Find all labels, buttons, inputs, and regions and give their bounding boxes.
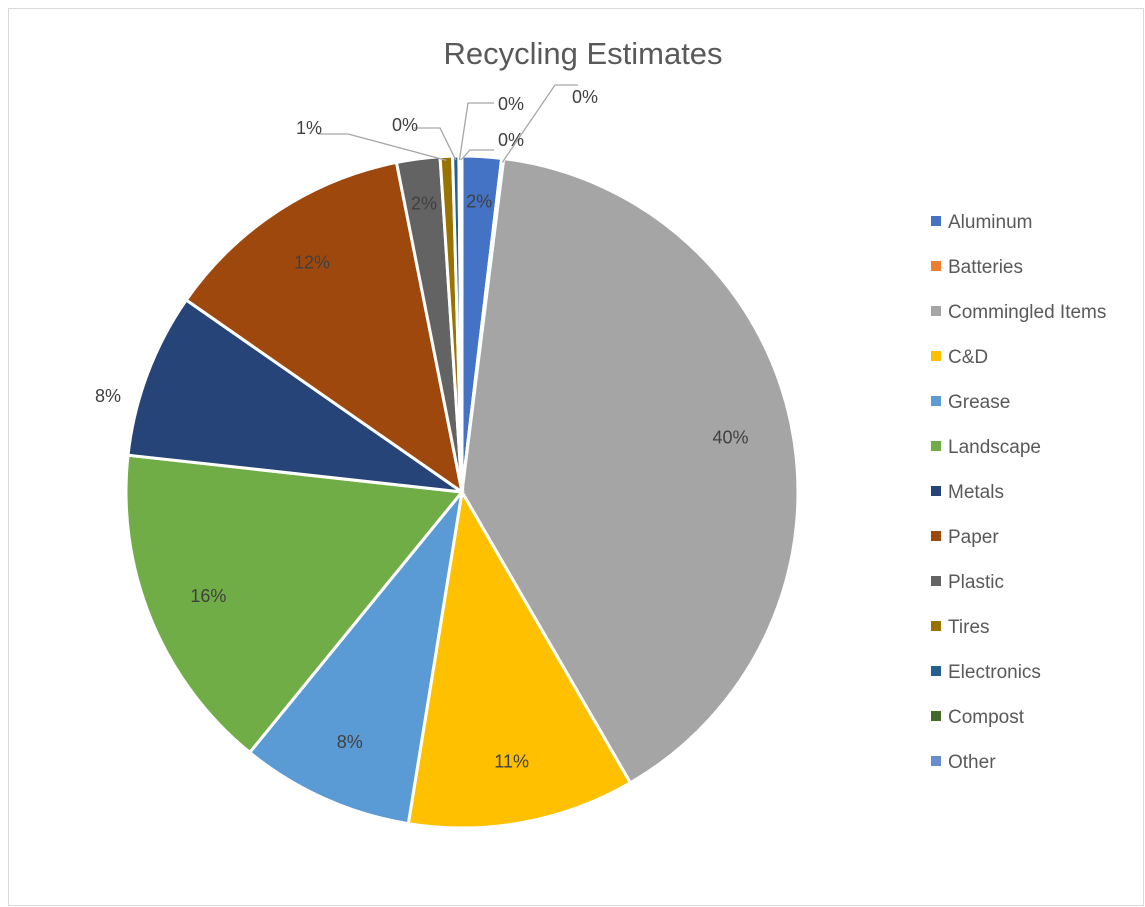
data-label-paper: 12% [294, 253, 330, 273]
leader-line-other [460, 149, 494, 161]
data-label-tires: 1% [296, 118, 322, 138]
leader-line-compost [458, 102, 494, 161]
data-label-metals: 8% [95, 386, 121, 406]
leader-line-tires [318, 133, 447, 161]
leader-line-batteries [501, 84, 578, 163]
chart-title: Recycling Estimates [443, 36, 722, 71]
leader-lines [318, 84, 578, 163]
legend-swatch-paper [931, 531, 941, 541]
pie-slice-commingled-items [460, 156, 800, 785]
data-label-commingled-items: 40% [713, 428, 749, 448]
pie-slice-landscape [124, 453, 465, 755]
legend-swatch-c-d [931, 351, 941, 361]
legend-swatch-commingled-items [931, 306, 941, 316]
legend-label-paper: Paper [948, 527, 999, 548]
legend-label-batteries: Batteries [948, 257, 1023, 278]
legend-swatch-other [931, 756, 941, 766]
data-label-landscape: 16% [190, 586, 226, 606]
legend-label-other: Other [948, 752, 996, 773]
pie-slice-paper [184, 160, 465, 496]
legend-swatch-batteries [931, 261, 941, 271]
legend-label-plastic: Plastic [948, 572, 1004, 593]
legend-label-metals: Metals [948, 482, 1004, 503]
legend-swatch-aluminum [931, 216, 941, 226]
legend-label-landscape: Landscape [948, 437, 1041, 458]
pie-slice-metals [126, 297, 463, 494]
legend-swatch-metals [931, 486, 941, 496]
legend-label-compost: Compost [948, 707, 1025, 728]
leader-line-electronics [414, 127, 457, 161]
data-label-compost: 0% [498, 94, 524, 114]
data-label-batteries: 0% [572, 87, 598, 107]
legend-label-electronics: Electronics [948, 662, 1041, 683]
data-label-c-d: 11% [494, 751, 529, 771]
legend-label-aluminum: Aluminum [948, 212, 1032, 233]
legend-label-tires: Tires [948, 617, 990, 638]
pie-slices [124, 154, 800, 830]
data-label-other: 0% [498, 130, 524, 150]
legend-swatch-electronics [931, 666, 941, 676]
data-label-plastic: 2% [411, 193, 437, 213]
legend-swatch-compost [931, 711, 941, 721]
legend-label-commingled-items: Commingled Items [948, 302, 1106, 323]
data-label-electronics: 0% [392, 115, 418, 135]
legend-swatch-tires [931, 621, 941, 631]
pie-slice-other [458, 154, 464, 493]
legend: Aluminum Batteries Commingled Items C&D Grea… [931, 212, 1106, 773]
data-label-grease: 8% [337, 732, 363, 752]
legend-swatch-grease [931, 396, 941, 406]
legend-label-c-d: C&D [948, 347, 988, 368]
data-labels: 2% 0% 40% 11% 8% 16% 8% 12% 2% 1% 0% 0% 0% [95, 87, 749, 771]
legend-swatch-plastic [931, 576, 941, 586]
pie-slice-grease [247, 486, 465, 826]
legend-swatch-landscape [931, 441, 941, 451]
pie-slice-c-d [406, 487, 633, 830]
legend-label-grease: Grease [948, 392, 1010, 413]
data-label-aluminum: 2% [466, 192, 492, 212]
